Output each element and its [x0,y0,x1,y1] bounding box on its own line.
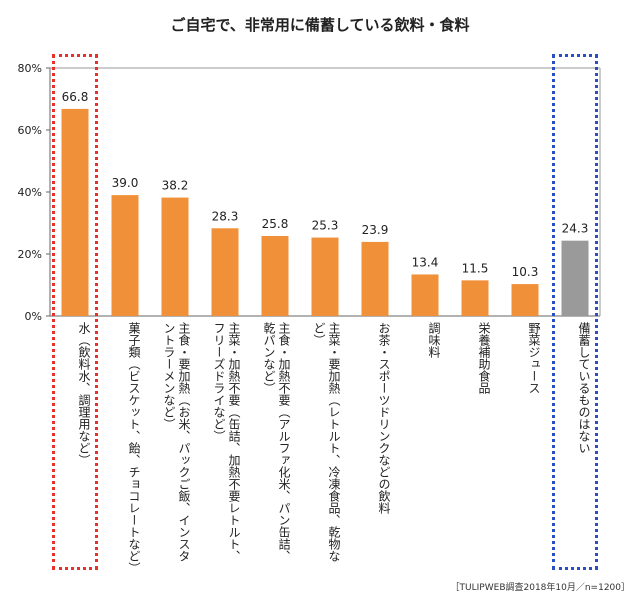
y-tick-label: 80% [18,62,42,75]
bar [311,237,339,316]
bar-value-label: 38.2 [162,179,189,193]
bar-value-label: 10.3 [512,265,539,279]
category-label: 調味料 [427,322,441,358]
bar [511,284,539,316]
category-label: 野菜ジュース [527,322,541,394]
bar [61,108,89,316]
bar-value-label: 23.9 [362,223,389,237]
bar [561,240,589,316]
bar-value-label: 25.8 [262,217,289,231]
category-label: 主食・要加熱（お米、パックご飯、インスタントラーメンなど） [162,322,191,562]
bar [111,195,139,316]
bar [261,236,289,316]
y-tick-label: 0% [25,310,42,323]
category-label: 主菜・要加熱（レトルト、冷凍食品、乾物など） [312,322,341,562]
category-label: お茶・スポーツドリンクなどの飲料 [377,322,391,514]
bar-value-label: 24.3 [562,222,589,236]
highlight-box [52,54,98,570]
bar-value-label: 13.4 [412,255,439,269]
chart-title: ご自宅で、非常用に備蓄している飲料・食料 [170,16,470,34]
bar [461,280,489,316]
bar [361,241,389,316]
category-label: 菓子類（ビスケット、飴、チョコレートなど） [127,322,141,574]
y-tick-label: 40% [18,186,42,199]
bar [411,274,439,316]
bar [161,197,189,316]
bar-value-label: 39.0 [112,176,139,190]
highlight-box [552,54,598,570]
category-label: 主食・加熱不要（アルファ化米、パン缶詰、乾パンなど） [262,322,291,562]
y-tick-label: 20% [18,248,42,261]
category-label: 栄養補助食品 [477,322,491,394]
bar-value-label: 25.3 [312,219,339,233]
bar [211,228,239,316]
category-label: 水（飲料水、調理用など） [77,322,91,466]
bar-value-label: 66.8 [62,90,89,104]
bar-value-label: 11.5 [462,261,489,275]
y-tick-label: 60% [18,124,42,137]
category-label: 主菜・加熱不要（缶詰、加熱不要レトルト、フリーズドライなど） [212,322,241,562]
category-label: 備蓄しているものはない [577,322,591,454]
bar-value-label: 28.3 [212,209,239,223]
source-note: ［TULIPWEB調査2018年10月／n=1200］ [450,583,630,593]
